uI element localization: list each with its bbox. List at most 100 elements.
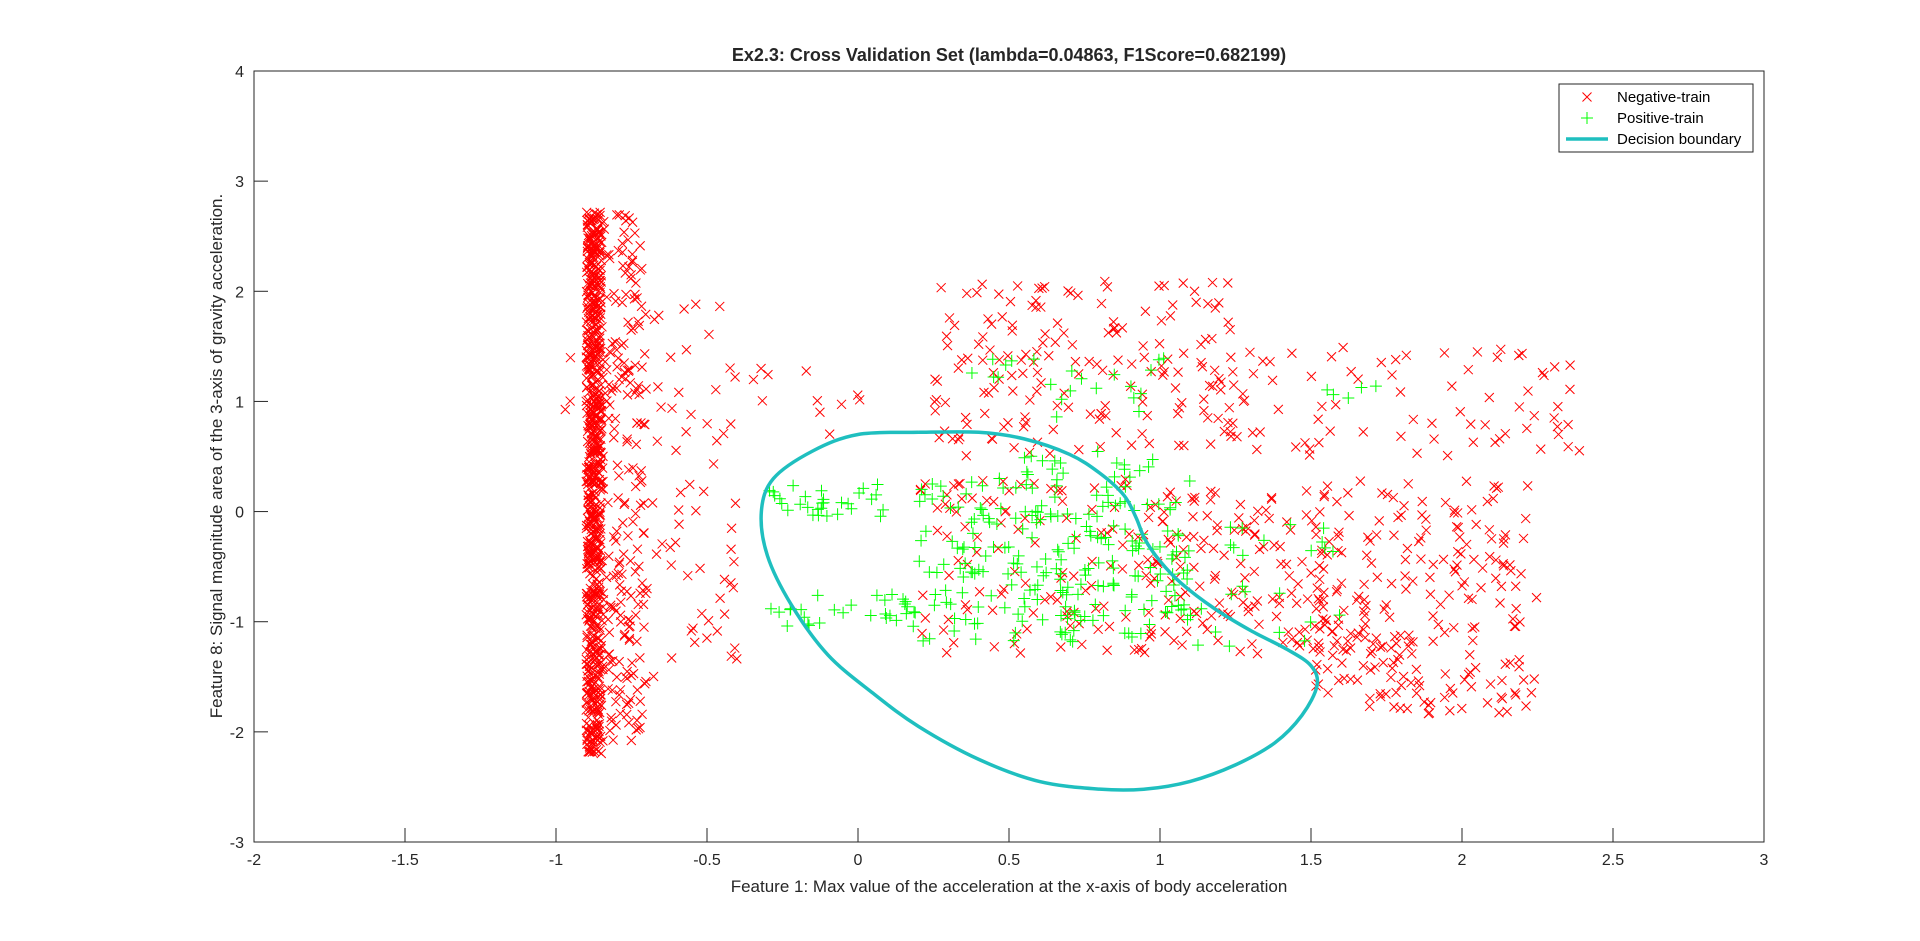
- negative-point: [598, 664, 608, 675]
- positive-point: [787, 479, 800, 492]
- negative-point: [584, 616, 594, 626]
- positive-point: [979, 550, 992, 563]
- negative-point: [1388, 657, 1399, 668]
- negative-point: [710, 384, 721, 395]
- negative-point: [1005, 296, 1016, 307]
- negative-point: [1515, 617, 1525, 627]
- negative-point: [1324, 536, 1335, 547]
- positive-point: [806, 509, 819, 522]
- negative-point: [801, 366, 812, 376]
- negative-point: [598, 609, 609, 620]
- negative-point: [1257, 356, 1268, 366]
- positive-point: [1074, 578, 1087, 591]
- negative-point: [1157, 516, 1168, 527]
- positive-point: [960, 487, 973, 500]
- negative-point: [972, 287, 982, 298]
- negative-point: [670, 537, 681, 548]
- positive-point: [1305, 544, 1318, 557]
- negative-point: [1189, 492, 1200, 503]
- negative-point: [1031, 295, 1041, 306]
- negative-point: [610, 296, 621, 306]
- positive-point: [1191, 639, 1204, 652]
- negative-point: [974, 586, 985, 597]
- negative-point: [1139, 647, 1150, 658]
- negative-point: [1553, 429, 1564, 440]
- negative-point: [1202, 412, 1213, 423]
- negative-point: [1126, 359, 1137, 369]
- negative-point: [594, 557, 605, 567]
- negative-point: [1537, 367, 1548, 378]
- negative-point: [621, 699, 632, 710]
- negative-point: [1484, 392, 1495, 403]
- positive-point: [1133, 464, 1146, 477]
- negative-point: [1251, 444, 1262, 455]
- negative-point: [1468, 437, 1479, 448]
- negative-point: [1352, 632, 1362, 643]
- negative-point: [1344, 510, 1354, 521]
- x-tick-label: 0.5: [998, 852, 1020, 869]
- positive-point: [1018, 600, 1031, 613]
- negative-point: [996, 589, 1007, 599]
- negative-point: [1311, 603, 1322, 614]
- negative-point: [587, 420, 598, 431]
- positive-point: [939, 584, 952, 597]
- negative-point: [1254, 544, 1265, 555]
- negative-point: [581, 659, 592, 669]
- negative-point: [1453, 522, 1464, 533]
- legend-item-boundary: Decision boundary: [1566, 131, 1742, 148]
- positive-point: [811, 589, 824, 602]
- positive-point: [1153, 540, 1166, 553]
- positive-point: [1304, 615, 1317, 628]
- x-tick-label: 2: [1458, 852, 1467, 869]
- negative-point: [1520, 513, 1531, 524]
- negative-point: [719, 609, 730, 619]
- positive-point: [1157, 352, 1170, 365]
- negative-point: [1170, 383, 1181, 393]
- negative-point: [622, 436, 632, 447]
- positive-point: [1002, 541, 1015, 554]
- positive-point: [975, 503, 988, 516]
- positive-point: [845, 599, 858, 612]
- positive-point: [952, 501, 965, 514]
- negative-point: [994, 354, 1005, 365]
- positive-point: [1107, 578, 1120, 591]
- positive-point: [1107, 579, 1120, 592]
- negative-point: [611, 696, 621, 707]
- negative-point: [1514, 402, 1525, 412]
- negative-point: [1395, 387, 1406, 397]
- positive-point: [1021, 468, 1034, 481]
- positive-point: [1223, 640, 1236, 653]
- negative-point: [582, 594, 593, 605]
- positive-point: [767, 485, 780, 498]
- negative-point: [1421, 525, 1432, 536]
- negative-point: [635, 653, 645, 663]
- negative-point: [635, 240, 646, 251]
- positive-point: [773, 492, 786, 505]
- negative-point: [1517, 348, 1527, 359]
- negative-point: [1205, 439, 1216, 449]
- negative-point: [1206, 610, 1217, 621]
- negative-point: [698, 486, 709, 497]
- negative-point: [582, 469, 592, 480]
- positive-point: [1119, 604, 1132, 617]
- negative-point: [1235, 646, 1246, 657]
- negative-point: [1194, 581, 1205, 592]
- positive-point: [871, 478, 884, 491]
- positive-point: [828, 603, 841, 616]
- negative-point: [1459, 577, 1470, 587]
- positive-point: [1236, 580, 1249, 593]
- positive-point: [998, 601, 1011, 614]
- negative-point: [1394, 650, 1405, 660]
- negative-point: [1319, 587, 1329, 598]
- negative-point: [948, 481, 959, 491]
- negative-point: [1162, 491, 1173, 502]
- negative-point: [1439, 627, 1450, 638]
- positive-point: [1036, 454, 1049, 467]
- x-tick-label: -0.5: [693, 852, 721, 869]
- negative-point: [1495, 344, 1506, 355]
- negative-point: [1514, 661, 1524, 672]
- negative-point: [1267, 375, 1278, 386]
- positive-point: [972, 601, 985, 614]
- positive-point: [1141, 498, 1154, 511]
- positive-point: [1126, 544, 1139, 557]
